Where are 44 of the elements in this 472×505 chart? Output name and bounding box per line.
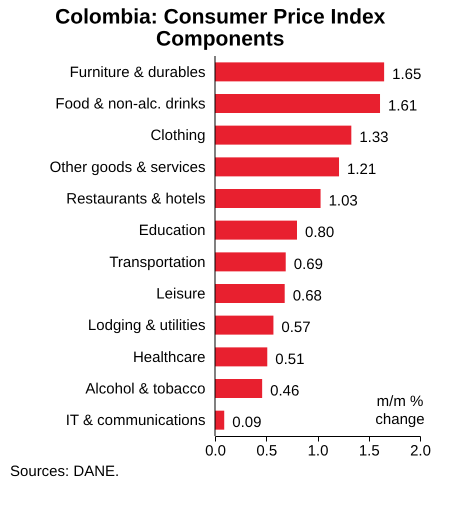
- data-label: 0.46: [270, 382, 300, 400]
- data-label: 1.03: [328, 192, 358, 210]
- x-tick-label: 0.5: [256, 442, 278, 460]
- y-tick-label: IT & communications: [66, 412, 206, 430]
- bar: [215, 94, 380, 113]
- bar: [215, 379, 262, 398]
- data-label: 0.51: [275, 350, 304, 368]
- data-label: 1.33: [359, 129, 389, 146]
- y-tick-label: Other goods & services: [50, 158, 206, 176]
- x-tick-label: 1.0: [308, 442, 328, 460]
- data-label: 0.09: [232, 414, 262, 432]
- data-label: 1.21: [347, 160, 376, 178]
- data-label: 0.57: [281, 319, 311, 336]
- bar: [215, 410, 224, 430]
- y-tick-label: Food & non-alc. drinks: [55, 96, 206, 112]
- y-tick-label: Clothing: [150, 127, 206, 144]
- y-tick-label: Transportation: [109, 254, 206, 271]
- bar: [215, 126, 352, 145]
- y-tick-label: Furniture & durables: [70, 64, 206, 81]
- bar: [215, 252, 286, 272]
- chart-title: Colombia: Consumer Price Index Components: [55, 6, 386, 50]
- x-tick-label: 1.5: [358, 442, 380, 460]
- bar: [215, 220, 297, 240]
- bar: [215, 347, 268, 366]
- bar: [215, 284, 285, 303]
- x-tick-label: 0.0: [205, 442, 226, 460]
- y-tick-label: Education: [138, 222, 206, 240]
- source-note: Sources: DANE.: [10, 463, 120, 480]
- annotation: m/m % change: [375, 393, 425, 428]
- bar: [215, 189, 321, 208]
- y-tick-label: Healthcare: [132, 348, 206, 366]
- y-tick-label: Alcohol & tobacco: [85, 380, 206, 398]
- bar: [215, 157, 340, 176]
- data-label: 1.65: [392, 66, 422, 83]
- data-label: 0.68: [292, 288, 322, 304]
- bar: [215, 62, 384, 82]
- bar: [215, 316, 274, 335]
- y-tick-label: Leisure: [156, 286, 206, 302]
- data-label: 1.61: [388, 98, 418, 114]
- data-label: 0.80: [305, 224, 334, 242]
- y-tick-label: Restaurants & hotels: [66, 190, 206, 208]
- data-label: 0.69: [294, 256, 323, 273]
- x-tick-label: 2.0: [410, 442, 431, 460]
- y-tick-label: Lodging & utilities: [88, 317, 206, 334]
